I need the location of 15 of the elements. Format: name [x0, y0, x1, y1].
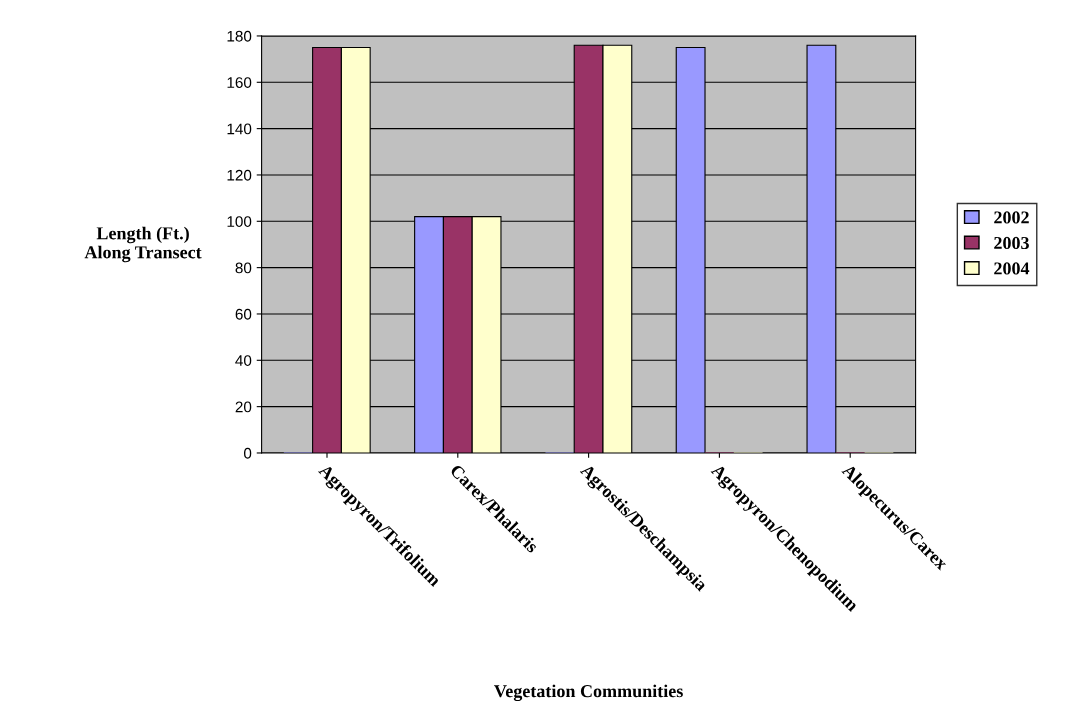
y-tick-label: 120	[227, 169, 252, 181]
x-axis-title: Vegetation Communities	[494, 684, 683, 702]
y-tick-label: 140	[227, 123, 252, 135]
y-tick-label: 40	[235, 355, 252, 366]
y-tick-label: 80	[235, 262, 252, 274]
y-tick-label: 20	[235, 401, 252, 413]
y-tick-label: 100	[227, 216, 252, 227]
y-tick-label: 180	[227, 30, 252, 42]
legend-label: 2003	[994, 236, 1029, 250]
y-tick-label: 160	[227, 77, 252, 88]
y-tick-label: 0	[243, 447, 252, 459]
y-tick-label: 60	[235, 308, 252, 320]
legend-label: 2004	[994, 262, 1030, 275]
legend-label: 2002	[994, 211, 1029, 224]
y-axis-title: Length (Ft.) Along Transect	[84, 226, 202, 263]
